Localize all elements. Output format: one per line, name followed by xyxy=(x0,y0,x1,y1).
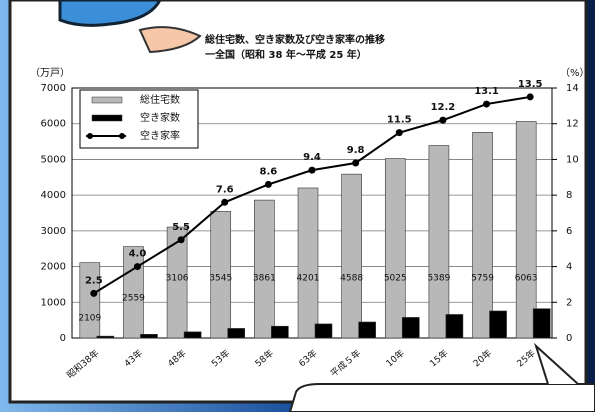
legend-label: 空き家率 xyxy=(140,129,180,142)
bar xyxy=(358,321,376,339)
y-tick-label: 4000 xyxy=(41,190,66,201)
hand-icon xyxy=(58,0,162,27)
bar-label: 3861 xyxy=(253,274,276,284)
y-axis-label: （万戸） xyxy=(30,67,70,79)
rate-label: 4.0 xyxy=(129,249,147,260)
bar xyxy=(271,325,289,339)
y2-tick-label: 0 xyxy=(566,333,572,344)
rate-point xyxy=(90,289,98,297)
bar xyxy=(297,187,319,339)
bar xyxy=(515,121,537,339)
bar xyxy=(96,335,115,339)
legend-swatch xyxy=(91,96,123,104)
bar xyxy=(445,314,464,339)
rate-point xyxy=(395,129,403,137)
legend-point xyxy=(87,133,93,139)
y2-tick-label: 4 xyxy=(566,262,572,273)
rate-label: 2.5 xyxy=(85,275,103,286)
bar-label: 6063 xyxy=(515,274,538,284)
bar xyxy=(532,308,551,339)
rate-point xyxy=(308,166,316,174)
y2-tick-label: 14 xyxy=(566,83,579,94)
bar-label: 3106 xyxy=(166,274,189,284)
bar xyxy=(183,331,202,339)
y2-tick-label: 6 xyxy=(566,226,572,237)
bar xyxy=(401,317,420,339)
bar xyxy=(314,323,333,339)
bar-label: 5759 xyxy=(471,274,494,284)
y2-axis-label: （%） xyxy=(560,67,590,79)
y-tick-label: 5000 xyxy=(41,154,66,165)
bar-label: 5389 xyxy=(427,274,450,284)
bar-label: 3545 xyxy=(209,274,232,284)
bar xyxy=(254,199,275,339)
rate-point xyxy=(526,93,534,101)
hand-finger xyxy=(138,26,202,54)
y2-tick-label: 2 xyxy=(566,297,572,308)
y2-tick-label: 8 xyxy=(566,190,572,201)
bar xyxy=(428,145,450,339)
rate-label: 9.8 xyxy=(347,145,365,156)
bar xyxy=(123,246,144,339)
y-tick-label: 3000 xyxy=(41,226,66,237)
rate-point xyxy=(483,100,491,108)
rate-label: 5.5 xyxy=(172,222,190,233)
bar xyxy=(79,262,101,339)
y-tick-label: 7000 xyxy=(41,83,66,94)
rate-label: 8.6 xyxy=(260,166,278,177)
bar-label: 2109 xyxy=(78,314,101,324)
legend-point xyxy=(119,133,125,139)
rate-label: 11.5 xyxy=(387,115,412,126)
y-tick-label: 2000 xyxy=(41,262,66,273)
rate-label: 9.4 xyxy=(303,152,321,163)
speech-bubble-tail xyxy=(533,342,579,385)
chart-title: 総住宅数、空き家数及び空き家率の推移 xyxy=(205,33,385,46)
legend-label: 総住宅数 xyxy=(140,93,180,106)
bar-label: 5025 xyxy=(384,274,407,284)
y-tick-label: 1000 xyxy=(41,297,66,308)
rate-point xyxy=(352,159,360,167)
bar xyxy=(341,173,362,339)
speech-bubble xyxy=(288,383,595,412)
bar xyxy=(489,310,507,339)
bar xyxy=(140,334,158,339)
bar-label: 4588 xyxy=(340,274,363,284)
y2-tick-label: 12 xyxy=(566,119,579,130)
legend-label: 空き家数 xyxy=(140,111,180,124)
rate-point xyxy=(221,198,229,206)
rate-label: 13.5 xyxy=(518,79,543,90)
bar-label: 2559 xyxy=(122,294,145,304)
bar-label: 4201 xyxy=(297,274,320,284)
rate-point xyxy=(133,263,141,271)
bar xyxy=(472,132,493,339)
chart-subtitle: 一全国（昭和 38 年～平成 25 年） xyxy=(205,48,367,61)
bar xyxy=(384,158,406,339)
y-tick-label: 0 xyxy=(60,333,66,344)
bar xyxy=(166,226,188,339)
rate-label: 13.1 xyxy=(474,86,499,97)
rate-label: 7.6 xyxy=(216,184,234,195)
rate-point xyxy=(264,180,272,188)
bar xyxy=(210,211,232,339)
rate-label: 12.2 xyxy=(431,102,456,113)
y-tick-label: 6000 xyxy=(41,119,66,130)
rate-point xyxy=(439,116,447,124)
bar xyxy=(227,328,246,339)
legend-swatch xyxy=(91,114,123,122)
y2-tick-label: 10 xyxy=(566,154,579,165)
rate-point xyxy=(177,236,185,244)
